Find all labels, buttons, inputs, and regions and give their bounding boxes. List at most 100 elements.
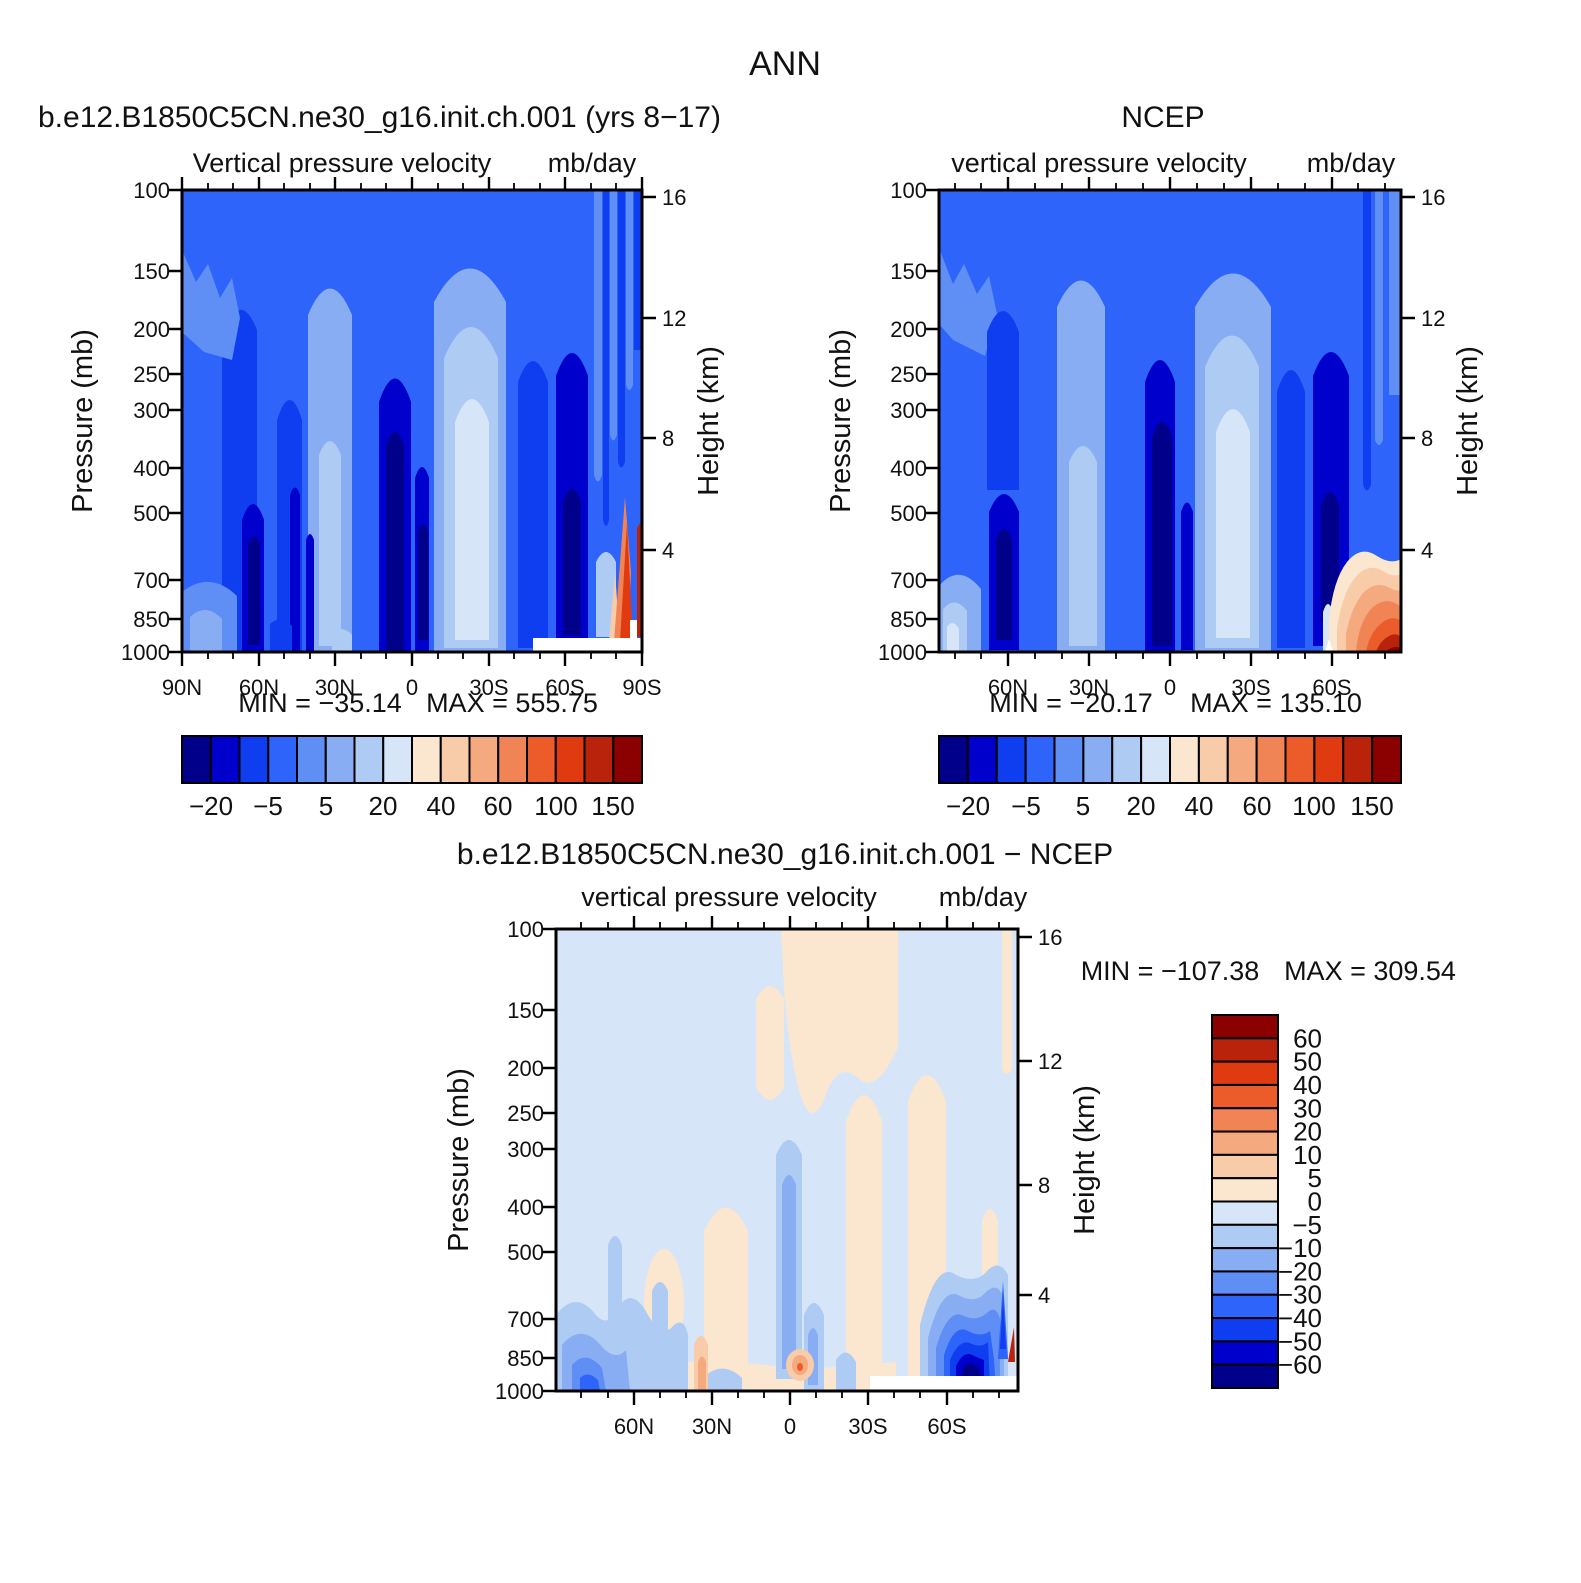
colorbar-label: 5	[1308, 1163, 1322, 1193]
lat-tick-label: 60N	[239, 675, 279, 700]
height-axis-title: Height (km)	[1069, 1085, 1101, 1235]
x-axis-minor-ticks	[207, 652, 617, 659]
contour-region	[1389, 190, 1401, 395]
colorbar-cell	[1342, 735, 1374, 784]
height-tick-label: 12	[1038, 1049, 1062, 1074]
lat-tick-label: 30N	[1069, 675, 1109, 700]
contour-region	[1216, 409, 1250, 638]
colorbar-cell	[1211, 1340, 1279, 1366]
pressure-axis-ticks	[168, 188, 182, 654]
max-value: MAX = 135.10	[1190, 688, 1362, 718]
colorbar-label: 20	[1127, 791, 1156, 821]
contour-field-model	[182, 190, 642, 652]
colorbar-cell	[583, 735, 615, 784]
pressure-tick-label: 300	[133, 398, 170, 423]
contour-region	[1277, 370, 1305, 648]
height-tick-label: 4	[662, 538, 674, 563]
lat-tick-label: 30S	[848, 1414, 887, 1439]
panel-model: b.e12.B1850C5CN.ne30_g16.init.ch.001 (yr…	[38, 101, 725, 821]
colorbar-cell	[1211, 1177, 1279, 1203]
height-tick-label: 8	[1421, 426, 1433, 451]
min-value: MIN = −20.17	[989, 688, 1153, 718]
contour-region	[608, 1236, 622, 1329]
contour-region	[386, 432, 404, 652]
x-axis-major-ticks	[180, 652, 644, 666]
contour-region	[939, 248, 997, 356]
pressure-tick-label: 250	[890, 362, 927, 387]
colorbar-model: −20 −5 5 20 40 60 100 150	[181, 735, 643, 821]
top-axis-major-ticks	[1006, 177, 1334, 190]
pressure-tick-label: 850	[890, 607, 927, 632]
pressure-tick-label: 1000	[878, 640, 927, 665]
colorbar-cell	[1211, 1293, 1279, 1320]
height-tick-label: 16	[1038, 925, 1062, 950]
contour-region	[1002, 929, 1012, 1074]
colorbar-cell	[966, 735, 998, 784]
colorbar-cell	[1024, 735, 1056, 784]
contour-region	[987, 311, 1019, 490]
contour-field-ncep	[939, 190, 1401, 652]
pressure-tick-label: 250	[133, 362, 170, 387]
pressure-axis-ticks	[542, 927, 556, 1393]
colorbar-label: −20	[1278, 1256, 1322, 1286]
contour-region	[610, 190, 617, 441]
contour-region	[418, 524, 428, 640]
contour-region	[1069, 446, 1097, 646]
contour-region	[782, 1175, 796, 1369]
height-axis-ticks	[642, 195, 656, 552]
panel-units: mb/day	[1307, 148, 1396, 178]
pressure-tick-label: 1000	[495, 1379, 544, 1404]
contour-region	[290, 487, 300, 652]
panel-subtitle: vertical pressure velocity	[581, 882, 877, 912]
pressure-tick-label: 500	[133, 501, 170, 526]
min-value: MIN = −35.14	[238, 688, 402, 718]
colorbar-cell	[1211, 1153, 1279, 1180]
pressure-tick-label: 250	[507, 1101, 544, 1126]
colorbar-label: −60	[1278, 1350, 1322, 1380]
contour-region	[455, 399, 489, 640]
colorbar-diff: 60 50 40 30 20 10 5 0 −5 −10 −20 −30 −40…	[1211, 1014, 1322, 1389]
lat-tick-label: 60S	[927, 1414, 966, 1439]
height-tick-label: 4	[1038, 1283, 1050, 1308]
colorbar-cell	[1211, 1223, 1279, 1250]
colorbar-label: 60	[1293, 1023, 1322, 1053]
pressure-tick-label: 200	[507, 1056, 544, 1081]
pressure-tick-label: 1000	[121, 640, 170, 665]
top-axis-major-ticks	[632, 916, 949, 929]
lat-tick-label: 0	[406, 675, 418, 700]
contour-field-diff	[556, 929, 1018, 1391]
colorbar-cell	[1082, 735, 1114, 784]
colorbar-cell	[1211, 1060, 1279, 1086]
lat-tick-label: 0	[1164, 675, 1176, 700]
pressure-tick-label: 500	[507, 1240, 544, 1265]
colorbar-cell	[181, 735, 212, 784]
colorbar-cell	[1053, 735, 1085, 784]
min-value: MIN = −107.38	[1081, 956, 1260, 986]
contour-region	[947, 622, 959, 652]
colorbar-cell	[1197, 735, 1229, 784]
panel-title: b.e12.B1850C5CN.ne30_g16.init.ch.001 (yr…	[38, 101, 721, 134]
colorbar-cell	[497, 735, 528, 784]
colorbar-cell	[382, 735, 413, 784]
colorbar-label: 5	[1076, 791, 1090, 821]
contour-region	[996, 529, 1012, 640]
lat-tick-label: 90N	[162, 675, 202, 700]
contour-region	[626, 190, 633, 390]
colorbar-cell	[1211, 1363, 1279, 1389]
top-axis-major-ticks	[180, 177, 644, 190]
colorbar-ncep: −20 −5 5 20 40 60 100 150	[938, 735, 1403, 821]
contour-region	[634, 190, 642, 350]
lat-tick-label: 30N	[315, 675, 355, 700]
pressure-tick-label: 150	[890, 259, 927, 284]
colorbar-cell	[1211, 1037, 1279, 1063]
colorbar-cell	[1313, 735, 1345, 784]
colorbar-cell	[526, 735, 557, 784]
colorbar-label: −20	[189, 791, 233, 821]
contour-region	[594, 190, 602, 482]
contour-region	[563, 489, 581, 635]
lat-tick-label: 60S	[1312, 675, 1351, 700]
colorbar-label: 150	[591, 791, 634, 821]
contour-region	[596, 552, 616, 637]
